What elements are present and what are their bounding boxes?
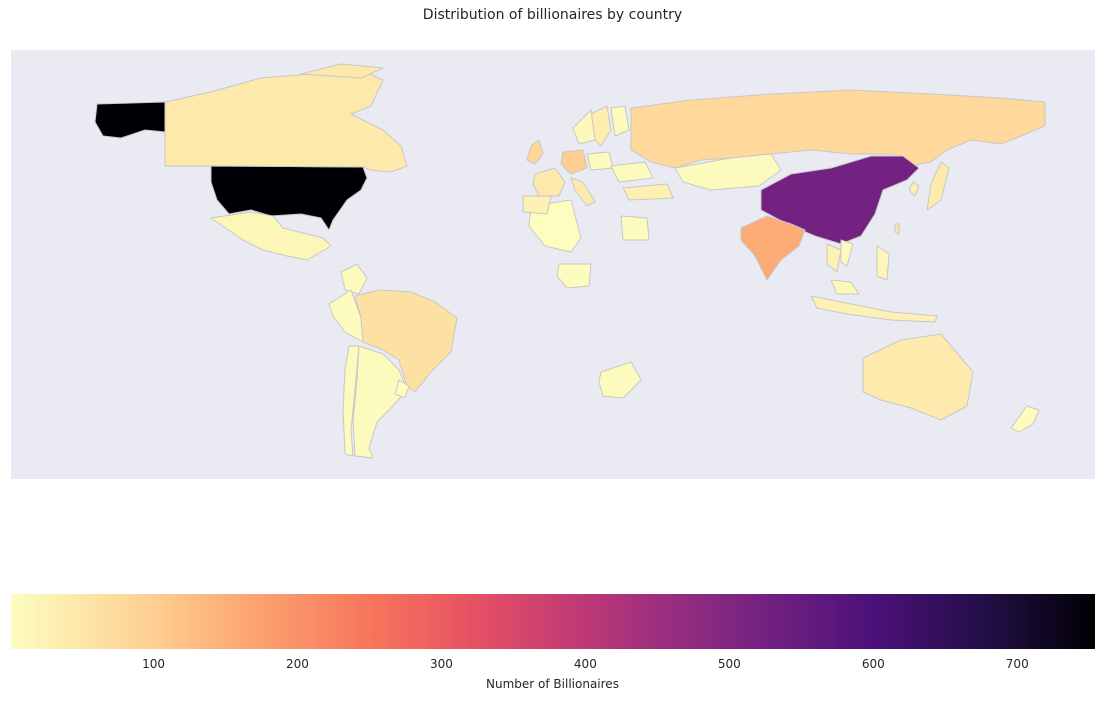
country-spain xyxy=(522,195,552,215)
country-egypt xyxy=(620,215,650,241)
country-malaysia xyxy=(830,279,860,295)
country-thailand xyxy=(826,243,842,273)
country-new-zealand xyxy=(1010,405,1040,433)
world-map xyxy=(94,63,1046,459)
country-nigeria xyxy=(556,263,592,289)
country-norway xyxy=(572,109,596,145)
country-poland xyxy=(586,151,614,171)
country-kazakhstan xyxy=(674,153,782,191)
map-area xyxy=(11,50,1095,479)
country-ukraine xyxy=(610,161,654,183)
country-finland xyxy=(610,105,630,137)
country-philippines xyxy=(876,245,890,281)
country-colombia xyxy=(340,263,368,295)
country-mexico xyxy=(210,211,332,261)
country-argentina xyxy=(352,345,408,459)
country-italy xyxy=(570,177,596,207)
colorbar-ticks: 100 200 300 400 500 600 700 xyxy=(11,649,1095,679)
country-russia xyxy=(630,89,1046,169)
colorbar-label: Number of Billionaires xyxy=(486,677,619,691)
country-brazil xyxy=(354,289,458,393)
colorbar xyxy=(11,594,1095,649)
country-united-states xyxy=(210,165,368,231)
chart-title: Distribution of billionaires by country xyxy=(422,7,683,23)
country-india xyxy=(740,215,806,281)
colorbar-tick-500: 500 xyxy=(717,657,741,671)
country-france xyxy=(532,167,566,197)
country-japan xyxy=(926,161,950,211)
colorbar-tick-600: 600 xyxy=(861,657,885,671)
country-canada xyxy=(164,69,408,173)
country-indonesia xyxy=(810,295,938,323)
country-vietnam xyxy=(840,239,854,267)
country-south-africa xyxy=(598,361,642,399)
colorbar-tick-400: 400 xyxy=(573,657,597,671)
colorbar-tick-700: 700 xyxy=(1005,657,1029,671)
colorbar-tick-200: 200 xyxy=(286,657,309,671)
country-canada xyxy=(300,63,384,79)
country-australia xyxy=(862,333,974,421)
country-united-kingdom xyxy=(526,139,544,165)
country-taiwan xyxy=(894,223,900,235)
country-uruguay xyxy=(394,379,410,399)
country-turkey xyxy=(622,183,674,201)
colorbar-tick-300: 300 xyxy=(429,657,453,671)
country-united-states xyxy=(94,101,166,139)
country-germany xyxy=(560,149,588,175)
colorbar-tick-100: 100 xyxy=(142,657,165,671)
country-south-korea xyxy=(908,181,920,197)
